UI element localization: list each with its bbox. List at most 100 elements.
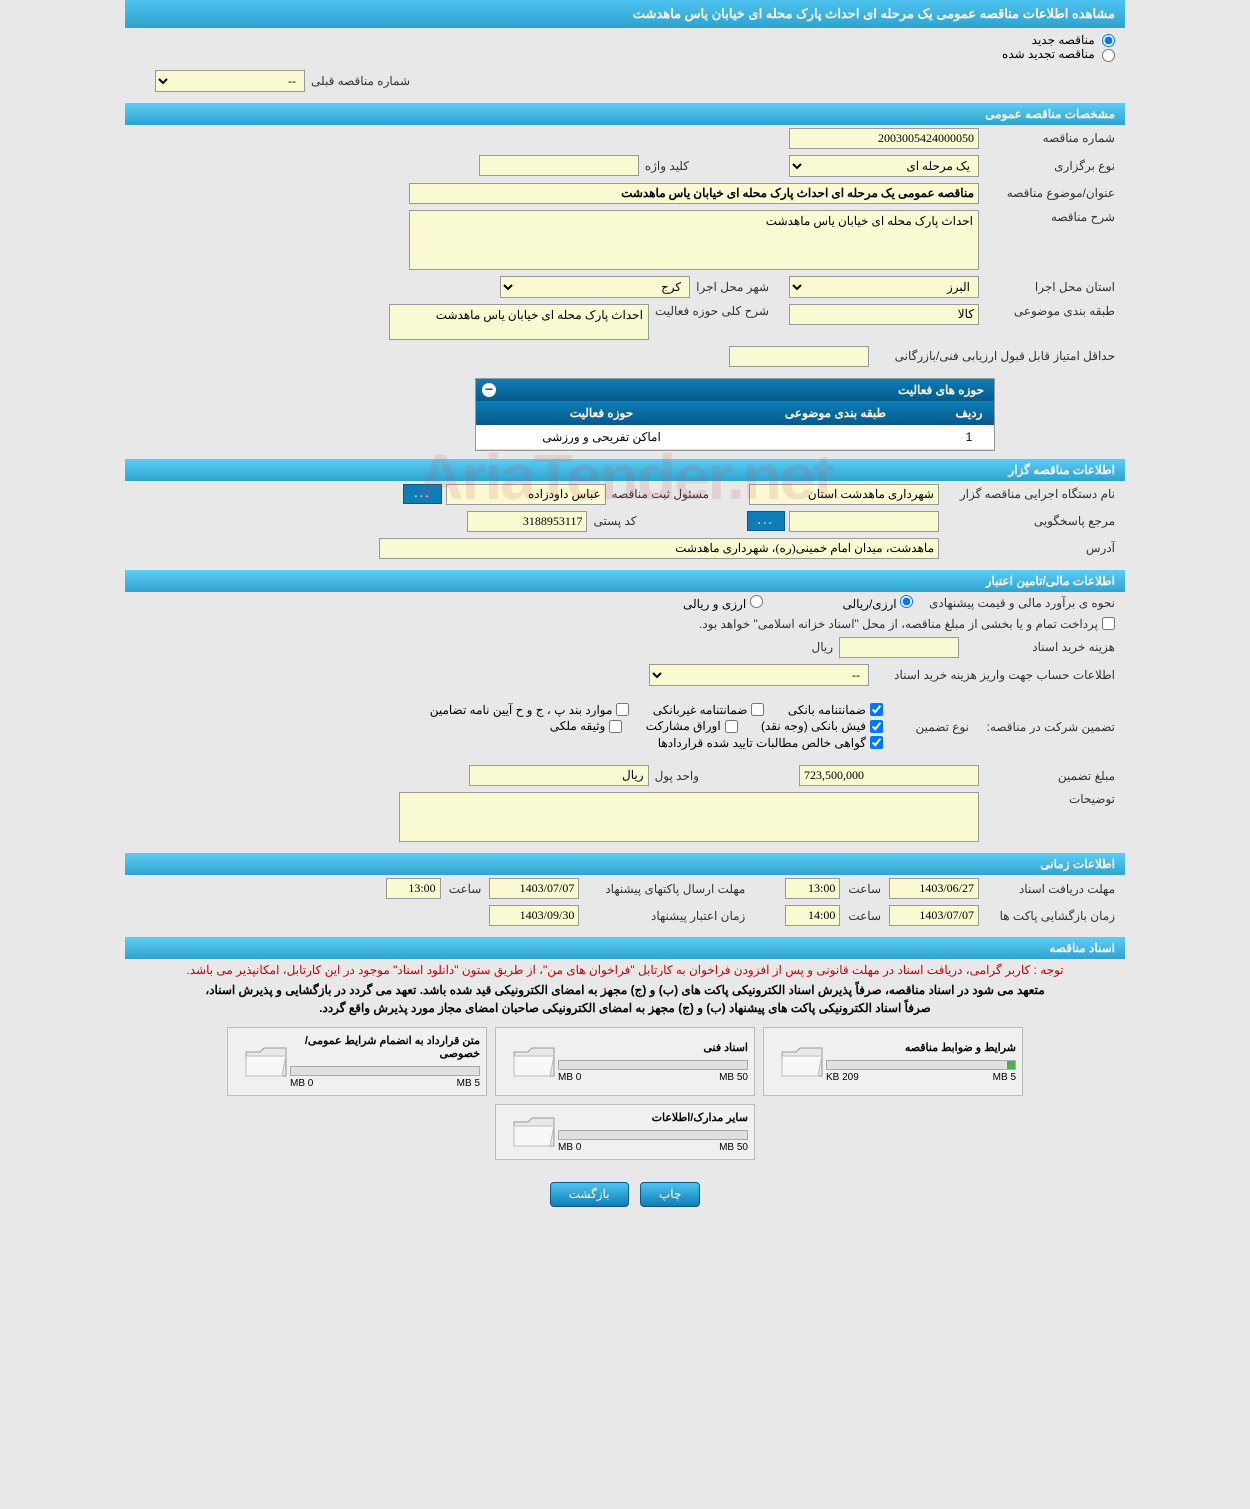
file-card[interactable]: متن قرارداد به انضمام شرایط عمومی/خصوصی …	[227, 1027, 487, 1096]
collapse-icon[interactable]: −	[482, 383, 496, 397]
address-input[interactable]	[379, 538, 939, 559]
progress-bar	[558, 1130, 748, 1140]
tender-number-label: شماره مناقصه	[985, 131, 1115, 145]
file-card[interactable]: شرایط و ضوابط مناقصه 5 MB209 KB	[763, 1027, 1023, 1096]
gt-cash-checkbox[interactable]	[870, 720, 883, 733]
contact-label: مرجع پاسخگویی	[945, 514, 1115, 528]
col-row-header: ردیف	[944, 401, 994, 425]
validity-date[interactable]	[489, 905, 579, 926]
file-card[interactable]: اسناد فنی 50 MB0 MB	[495, 1027, 755, 1096]
min-score-input[interactable]	[729, 346, 869, 367]
currency-rial-radio[interactable]	[900, 595, 913, 608]
timing-row-1: مهلت دریافت اسناد ساعت مهلت ارسال پاکتها…	[125, 875, 1125, 902]
page-title: مشاهده اطلاعات مناقصه عمومی یک مرحله ای …	[125, 0, 1125, 28]
progress-bar	[290, 1066, 480, 1076]
currency-foreign-radio[interactable]	[750, 595, 763, 608]
postal-input[interactable]	[467, 511, 587, 532]
notes-label: توضیحات	[985, 792, 1115, 806]
activity-desc-label: شرح کلی حوزه فعالیت	[655, 304, 769, 318]
gt-cert-checkbox[interactable]	[870, 736, 883, 749]
description-label: شرح مناقصه	[985, 210, 1115, 224]
holding-type-row: نوع برگزاری یک مرحله ای کلید واژه	[125, 152, 1125, 180]
org-name-label: نام دستگاه اجرایی مناقصه گزار	[945, 487, 1115, 501]
documents-bold1: متعهد می شود در اسناد مناقصه، صرفاً پذیر…	[125, 981, 1125, 999]
address-row: آدرس	[125, 535, 1125, 562]
prev-number-select[interactable]: --	[155, 70, 305, 92]
account-select[interactable]: --	[649, 664, 869, 686]
treasury-checkbox[interactable]	[1102, 617, 1115, 630]
contact-input[interactable]	[789, 511, 939, 532]
print-button[interactable]: چاپ	[640, 1182, 700, 1207]
tender-new-radio[interactable]	[1102, 34, 1115, 47]
doc-deadline-label: مهلت دریافت اسناد	[985, 882, 1115, 896]
contact-more-button[interactable]: ...	[747, 511, 786, 531]
opening-time[interactable]	[785, 905, 840, 926]
registrar-more-button[interactable]: ...	[403, 484, 442, 504]
rial-label: ریال	[811, 640, 833, 654]
notes-textarea[interactable]	[399, 792, 979, 842]
gt-deed-checkbox[interactable]	[609, 720, 622, 733]
gt-bonds-checkbox[interactable]	[725, 720, 738, 733]
doc-deadline-time[interactable]	[785, 878, 840, 899]
treasury-note: پرداخت تمام و یا بخشی از مبلغ مناقصه، از…	[699, 617, 1098, 631]
tender-type-radio-group: مناقصه جدید مناقصه تجدید شده	[125, 28, 1125, 67]
location-row: استان محل اجرا البرز شهر محل اجرا کرج	[125, 273, 1125, 301]
holding-type-select[interactable]: یک مرحله ای	[789, 155, 979, 177]
description-textarea[interactable]	[409, 210, 979, 270]
min-score-label: حداقل امتیاز قابل قبول ارزیابی فنی/بازرگ…	[875, 349, 1115, 363]
file-cards-container: شرایط و ضوابط مناقصه 5 MB209 KB اسناد فن…	[125, 1017, 1125, 1170]
account-label: اطلاعات حساب جهت واریز هزینه خرید اسناد	[875, 668, 1115, 682]
province-select[interactable]: البرز	[789, 276, 979, 298]
opening-label: زمان بازگشایی پاکت ها	[985, 909, 1115, 923]
address-label: آدرس	[945, 541, 1115, 555]
tender-number-row: شماره مناقصه	[125, 125, 1125, 152]
purchase-cost-label: هزینه خرید اسناد	[965, 640, 1115, 654]
org-name-input[interactable]	[749, 484, 939, 505]
currency-rial-radio-label[interactable]: ارزی/ریالی	[843, 595, 913, 611]
opening-date[interactable]	[889, 905, 979, 926]
registrar-input[interactable]	[446, 484, 606, 505]
col-category-header: طبقه بندی موضوعی	[727, 401, 944, 425]
org-name-row: نام دستگاه اجرایی مناقصه گزار مسئول ثبت …	[125, 481, 1125, 508]
activities-panel-header: حوزه های فعالیت −	[476, 379, 994, 401]
section-organizer-header: اطلاعات مناقصه گزار	[125, 459, 1125, 481]
tender-renewed-radio-label[interactable]: مناقصه تجدید شده	[1002, 47, 1115, 61]
description-row: شرح مناقصه	[125, 207, 1125, 273]
doc-deadline-date[interactable]	[889, 878, 979, 899]
file-card[interactable]: سایر مدارک/اطلاعات 50 MB0 MB	[495, 1104, 755, 1160]
currency-unit-label: واحد پول	[655, 769, 699, 783]
activity-desc-textarea[interactable]	[389, 304, 649, 340]
subject-label: عنوان/موضوع مناقصه	[985, 186, 1115, 200]
section-timing-header: اطلاعات زمانی	[125, 853, 1125, 875]
prev-number-row: شماره مناقصه قبلی --	[125, 67, 1125, 95]
activities-panel: حوزه های فعالیت − ردیف طبقه بندی موضوعی …	[475, 378, 995, 451]
purchase-cost-input[interactable]	[839, 637, 959, 658]
keyword-input[interactable]	[479, 155, 639, 176]
tender-new-radio-label[interactable]: مناقصه جدید	[1032, 33, 1115, 47]
folder-icon	[778, 1042, 826, 1082]
category-input[interactable]	[789, 304, 979, 325]
gt-cases-checkbox[interactable]	[616, 703, 629, 716]
gt-bank-checkbox[interactable]	[870, 703, 883, 716]
province-label: استان محل اجرا	[985, 280, 1115, 294]
section-financial-header: اطلاعات مالی/تامین اعتبار	[125, 570, 1125, 592]
currency-foreign-radio-label[interactable]: ارزی و ریالی	[683, 595, 763, 611]
city-select[interactable]: کرج	[500, 276, 690, 298]
tender-renewed-radio[interactable]	[1102, 49, 1115, 62]
packet-deadline-time[interactable]	[386, 878, 441, 899]
notes-row: توضیحات	[125, 789, 1125, 845]
subject-row: عنوان/موضوع مناقصه	[125, 180, 1125, 207]
guarantee-label: تضمین شرکت در مناقصه:	[975, 720, 1115, 734]
validity-label: زمان اعتبار پیشنهاد	[585, 909, 745, 923]
documents-warning: توجه : کاربر گرامی، دریافت اسناد در مهلت…	[125, 959, 1125, 981]
currency-unit-input[interactable]	[469, 765, 649, 786]
tender-number-input[interactable]	[789, 128, 979, 149]
guarantee-amount-input[interactable]	[799, 765, 979, 786]
packet-deadline-date[interactable]	[489, 878, 579, 899]
back-button[interactable]: بازگشت	[550, 1182, 629, 1207]
gt-nonbank-checkbox[interactable]	[751, 703, 764, 716]
subject-input[interactable]	[409, 183, 979, 204]
min-score-row: حداقل امتیاز قابل قبول ارزیابی فنی/بازرگ…	[125, 343, 1125, 370]
table-row: 1 اماکن تفریحی و ورزشی	[476, 425, 994, 450]
folder-icon	[242, 1042, 290, 1082]
